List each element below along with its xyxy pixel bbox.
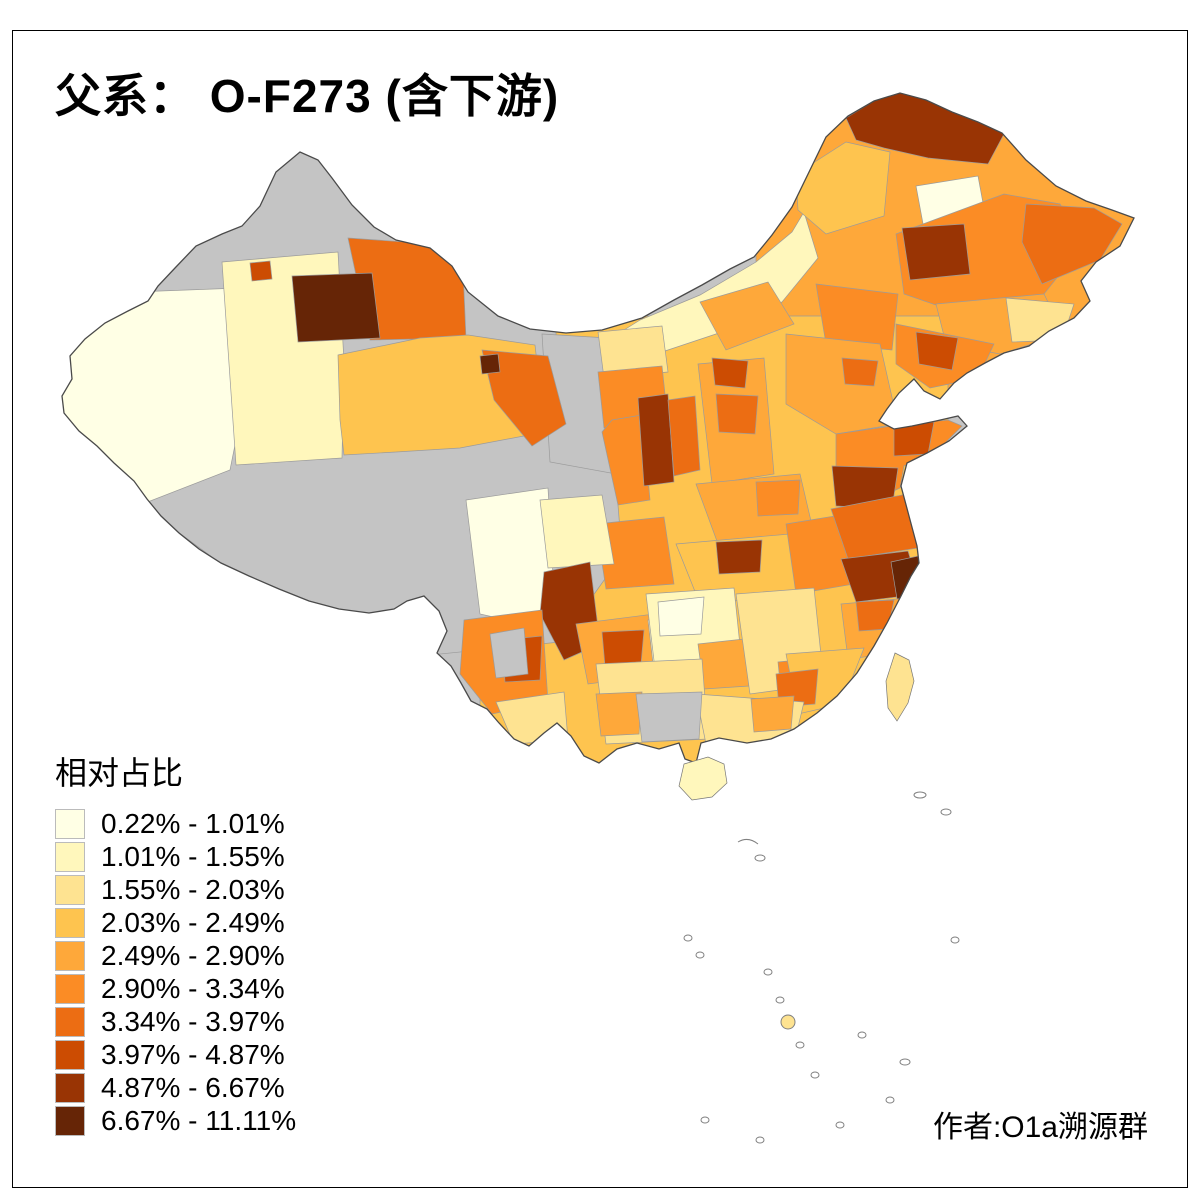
region-taiwan: [885, 652, 915, 722]
legend-label: 3.97% - 4.87%: [101, 1039, 285, 1070]
plot-frame-border: [12, 30, 1188, 1188]
region-xj-junggar-dark: [291, 272, 381, 343]
legend-row: 4.87% - 6.67%: [55, 1072, 296, 1104]
legend-label: 1.01% - 1.55%: [101, 841, 285, 872]
legend-swatch: [55, 1073, 85, 1103]
legend-title: 相对占比: [55, 755, 184, 791]
legend-swatch: [55, 1040, 85, 1070]
region-hunan-pale: [657, 596, 705, 637]
legend-swatch: [55, 908, 85, 938]
legend-swatch: [55, 1106, 85, 1136]
region-innermongolia-east: [699, 281, 795, 351]
region-hexi-corridor: [481, 349, 567, 447]
region-liaoning-dark: [915, 331, 959, 371]
legend-row: 3.34% - 3.97%: [55, 1006, 296, 1038]
legend-row: 2.49% - 2.90%: [55, 940, 296, 972]
region-hainan: [678, 756, 728, 801]
legend-label: 2.90% - 3.34%: [101, 973, 285, 1004]
legend-label: 6.67% - 11.11%: [101, 1105, 297, 1136]
legend-row: 1.01% - 1.55%: [55, 841, 296, 873]
legend-label: 0.22% - 1.01%: [101, 808, 285, 839]
attribution-text: 作者:O1a溯源群: [932, 1111, 1148, 1144]
region-xj-bole: [249, 260, 273, 282]
region-guangxi-center-nodata: [635, 691, 703, 743]
region-sichuan-basin: [539, 494, 615, 569]
region-henan-east: [755, 479, 801, 517]
region-chongqing: [595, 516, 675, 590]
region-innermongolia-yellow: [597, 325, 669, 379]
region-hubei-dark: [715, 539, 763, 575]
region-beijing: [841, 357, 879, 387]
legend-label: 3.34% - 3.97%: [101, 1006, 285, 1037]
region-hulunbuir: [795, 141, 891, 235]
legend-swatch: [55, 842, 85, 872]
legend-row: 2.03% - 2.49%: [55, 907, 296, 939]
legend-label: 1.55% - 2.03%: [101, 874, 285, 905]
china-outline: [61, 92, 1135, 764]
south-china-sea-islands: [683, 791, 960, 1144]
legend-row: 0.22% - 1.01%: [55, 808, 296, 840]
legend-label: 4.87% - 6.67%: [101, 1072, 285, 1103]
legend-swatch: [55, 941, 85, 971]
region-guangdong-center: [750, 695, 795, 733]
legend-swatch: [55, 974, 85, 1004]
region-shanxi-center: [715, 393, 759, 435]
region-datong-dark: [711, 357, 749, 389]
page-title: 父系： O-F273 (含下游): [55, 70, 560, 122]
legend: 相对占比 0.22% - 1.01% 1.01% - 1.55% 1.55% -…: [55, 748, 296, 1138]
region-shaanxi-west: [601, 414, 651, 506]
region-hexi-dark: [479, 353, 501, 375]
legend-row: 3.97% - 4.87%: [55, 1039, 296, 1071]
region-shaanbei-dark: [637, 393, 675, 487]
legend-swatch: [55, 809, 85, 839]
legend-row: 1.55% - 2.03%: [55, 874, 296, 906]
region-nw-yunnan-nodata: [489, 627, 529, 679]
region-hebei: [785, 333, 899, 435]
legend-label: 2.03% - 2.49%: [101, 907, 285, 938]
legend-row: 6.67% - 11.11%: [55, 1105, 296, 1137]
islet-yellow: [780, 1014, 796, 1030]
region-chifeng: [815, 283, 899, 351]
legend-swatch: [55, 1007, 85, 1037]
region-guangxi-west: [595, 691, 643, 737]
legend-label: 2.49% - 2.90%: [101, 940, 285, 971]
legend-row: 2.90% - 3.34%: [55, 973, 296, 1005]
legend-swatch: [55, 875, 85, 905]
region-shaanxi-east: [667, 395, 701, 477]
region-heilongjiang-dark: [901, 223, 971, 281]
